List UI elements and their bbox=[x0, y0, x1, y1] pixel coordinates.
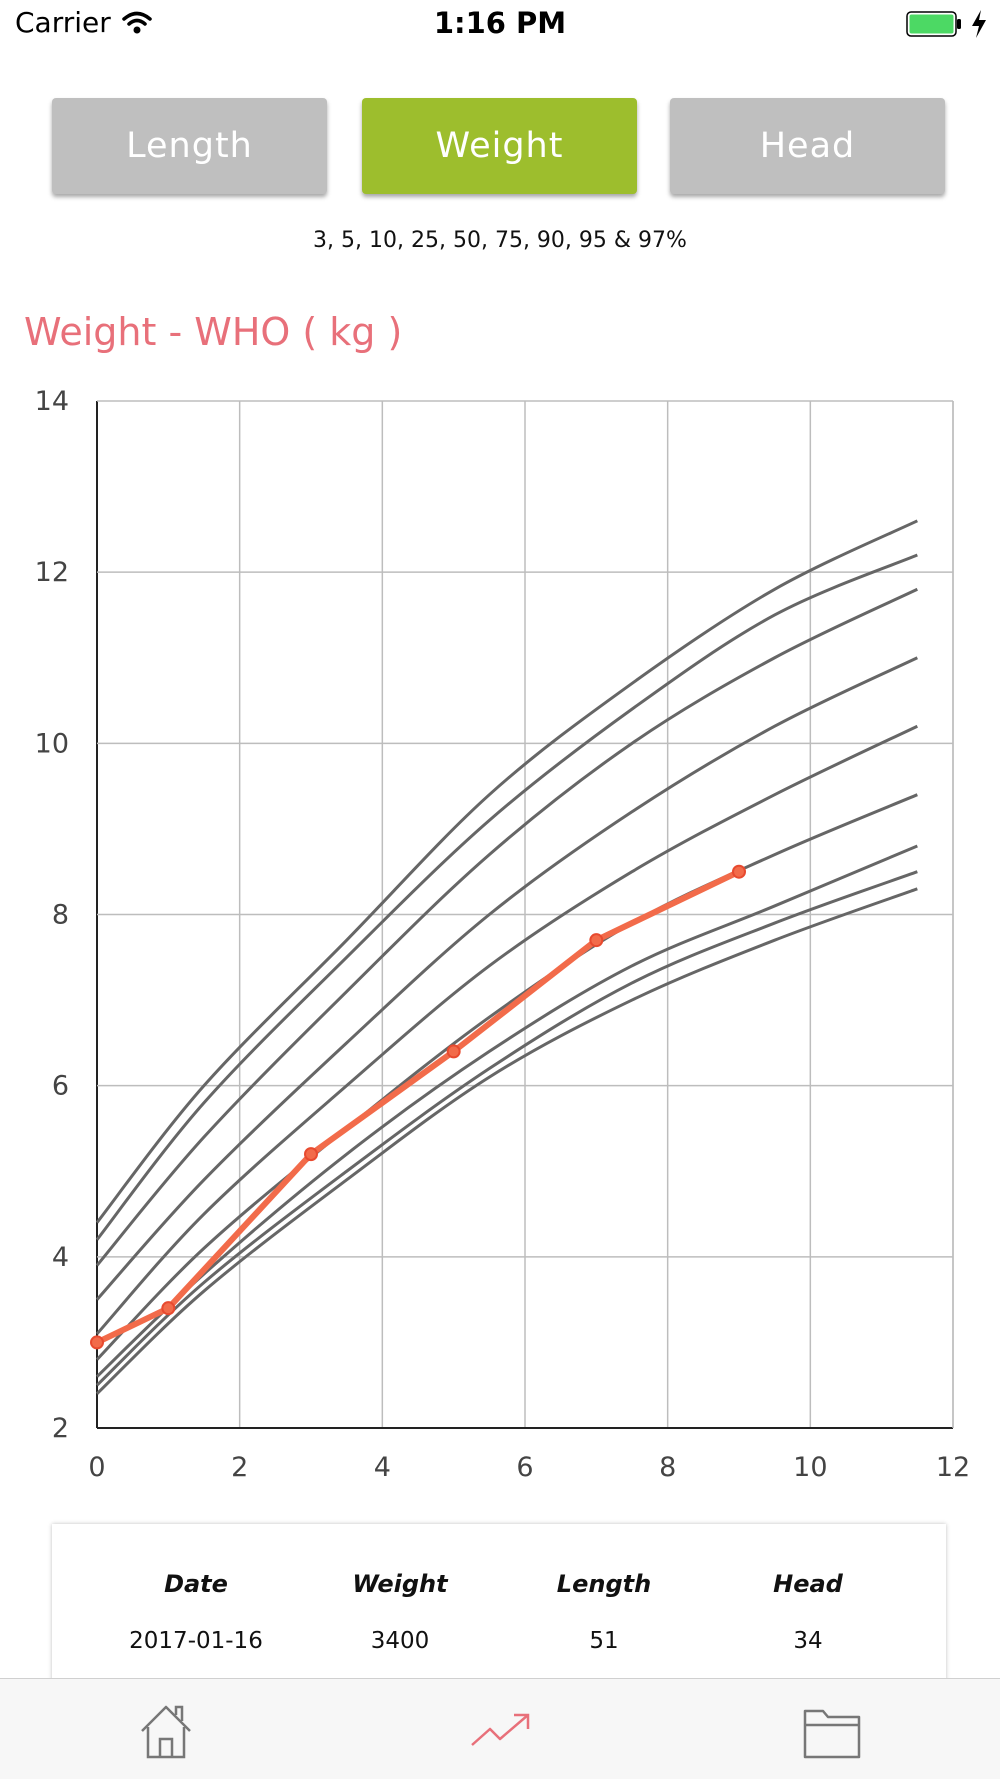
weight-data-point bbox=[90, 1335, 104, 1350]
percentile-curve-50 bbox=[95, 724, 918, 1335]
y-tick-label: 6 bbox=[52, 1071, 69, 1102]
x-tick-label: 6 bbox=[516, 1452, 533, 1483]
x-tick-label: 8 bbox=[659, 1452, 676, 1483]
status-bar: Carrier 1:16 PM bbox=[0, 0, 1000, 50]
date-header: Date bbox=[164, 1570, 228, 1598]
head-cell: 34 bbox=[793, 1628, 823, 1654]
date-cell: 2017-01-16 bbox=[129, 1628, 263, 1654]
table-header: Date Weight Length Head bbox=[94, 1570, 988, 1598]
percentile-curve-25 bbox=[95, 793, 918, 1361]
head-header: Head bbox=[773, 1570, 843, 1598]
weight-data-point bbox=[304, 1147, 318, 1162]
weight-header: Weight bbox=[352, 1570, 448, 1598]
tab-weight[interactable]: Weight bbox=[362, 98, 637, 194]
weight-series-line bbox=[95, 869, 741, 1346]
charging-bolt-icon bbox=[972, 10, 986, 38]
weight-data-point bbox=[161, 1301, 176, 1316]
tab-bar bbox=[0, 1678, 1000, 1779]
x-tick-label: 2 bbox=[231, 1452, 248, 1483]
percentile-curve-75 bbox=[95, 656, 918, 1301]
chart-title: Weight - WHO ( kg ) bbox=[24, 310, 403, 354]
weight-cell: 3400 bbox=[370, 1628, 430, 1654]
weight-data-point bbox=[589, 933, 604, 948]
percentile-curve-5 bbox=[95, 870, 918, 1387]
x-tick-label: 10 bbox=[793, 1452, 827, 1483]
tab-length[interactable]: Length bbox=[52, 98, 327, 194]
status-time: 1:16 PM bbox=[433, 6, 567, 40]
x-tick-label: 12 bbox=[936, 1452, 970, 1483]
length-header: Length bbox=[556, 1570, 652, 1598]
y-tick-label: 12 bbox=[35, 557, 69, 588]
percentile-curve-90 bbox=[95, 587, 918, 1267]
chart-trend-icon[interactable] bbox=[470, 1701, 530, 1761]
carrier-label: Carrier bbox=[15, 6, 111, 39]
home-icon[interactable] bbox=[136, 1701, 196, 1761]
weight-data-point bbox=[446, 1044, 461, 1059]
weight-data-point bbox=[732, 864, 746, 879]
battery-icon bbox=[906, 11, 961, 37]
wifi-icon bbox=[122, 11, 152, 34]
percentiles-label: 3, 5, 10, 25, 50, 75, 90, 95 & 97% bbox=[313, 228, 687, 253]
percentile-curve-97 bbox=[95, 519, 918, 1224]
y-tick-label: 8 bbox=[52, 900, 69, 931]
y-tick-label: 2 bbox=[52, 1413, 69, 1444]
percentile-curve-10 bbox=[95, 844, 918, 1378]
percentile-curve-3 bbox=[95, 887, 918, 1395]
y-tick-label: 10 bbox=[35, 728, 69, 759]
tab-head[interactable]: Head bbox=[670, 98, 945, 194]
length-cell: 51 bbox=[589, 1628, 619, 1654]
y-tick-label: 14 bbox=[35, 386, 69, 417]
x-tick-label: 4 bbox=[374, 1452, 391, 1483]
x-tick-label: 0 bbox=[88, 1452, 105, 1483]
folder-icon[interactable] bbox=[802, 1701, 862, 1761]
table-row[interactable]: 2017-01-16 3400 51 34 bbox=[94, 1628, 988, 1654]
y-tick-label: 4 bbox=[52, 1242, 69, 1273]
percentile-curve-95 bbox=[95, 553, 918, 1241]
